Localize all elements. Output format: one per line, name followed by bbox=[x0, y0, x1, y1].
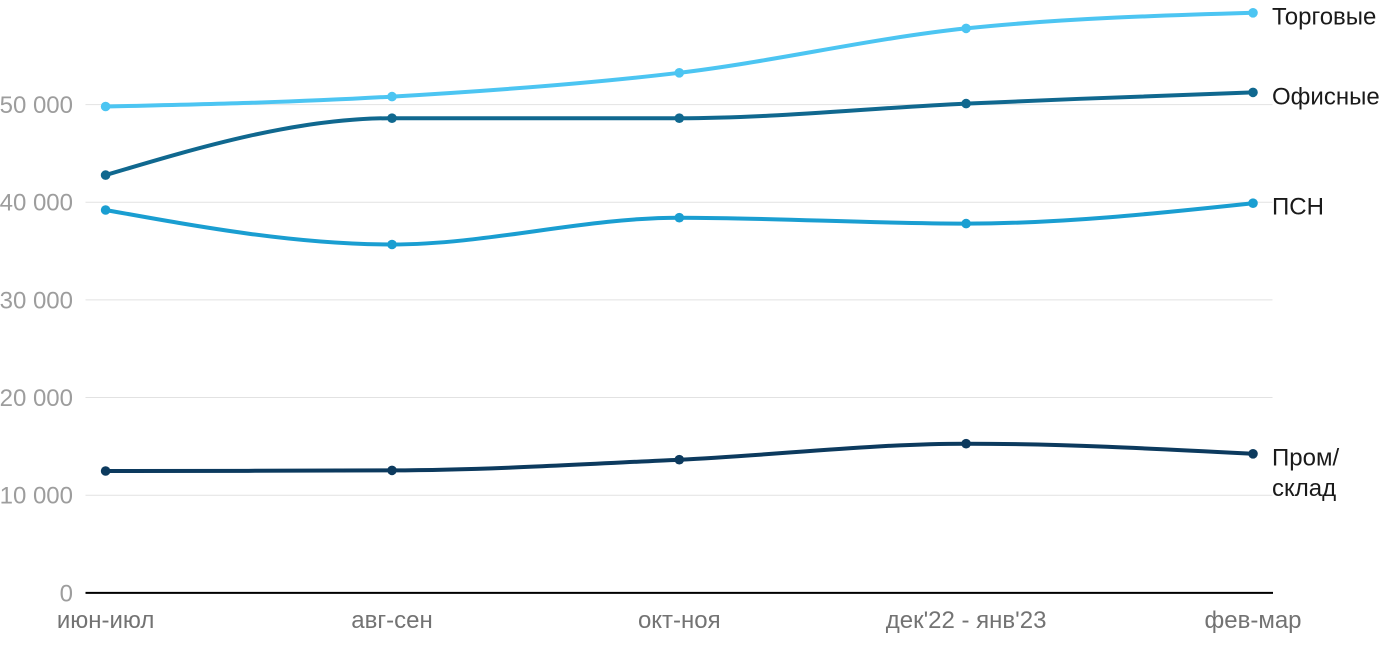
svg-text:0: 0 bbox=[60, 580, 73, 607]
svg-text:фев-мар: фев-мар bbox=[1204, 607, 1301, 634]
svg-text:ПСН: ПСН bbox=[1272, 194, 1324, 221]
svg-text:40 000: 40 000 bbox=[0, 190, 73, 217]
svg-text:склад: склад bbox=[1272, 475, 1336, 502]
svg-text:дек'22 - янв'23: дек'22 - янв'23 bbox=[886, 607, 1047, 634]
svg-text:Пром/: Пром/ bbox=[1272, 444, 1339, 471]
svg-text:окт-ноя: окт-ноя bbox=[638, 607, 721, 634]
svg-text:Торговые: Торговые bbox=[1272, 3, 1376, 30]
svg-text:50 000: 50 000 bbox=[0, 92, 73, 119]
svg-text:20 000: 20 000 bbox=[0, 385, 73, 412]
svg-text:Офисные: Офисные bbox=[1272, 84, 1380, 111]
svg-text:июн-июл: июн-июл bbox=[57, 607, 155, 634]
svg-text:авг-сен: авг-сен bbox=[351, 607, 432, 634]
svg-text:30 000: 30 000 bbox=[0, 287, 73, 314]
svg-text:10 000: 10 000 bbox=[0, 483, 73, 510]
